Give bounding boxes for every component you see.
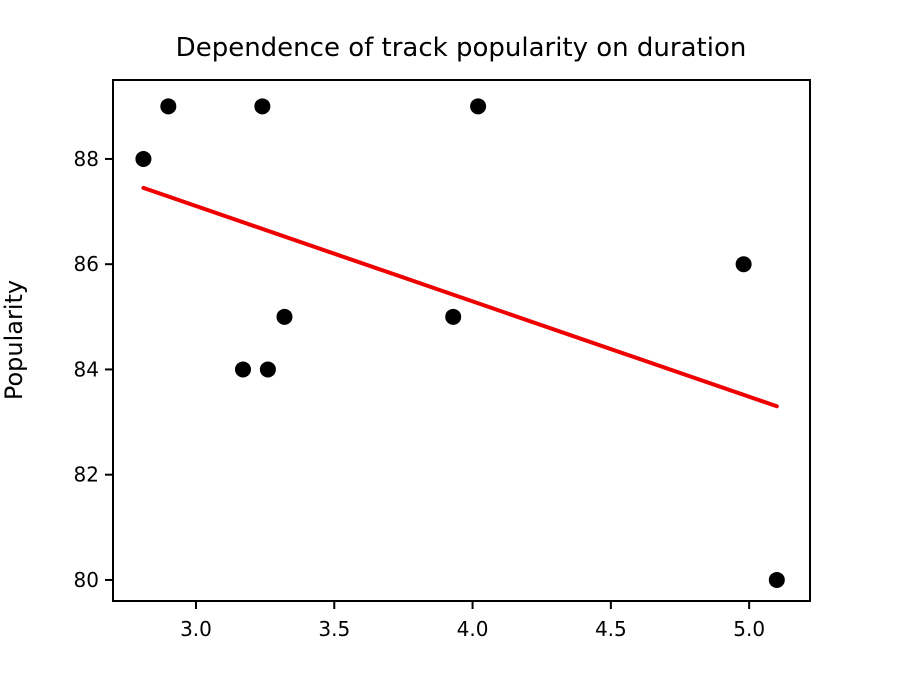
x-tick-label: 4.5 (595, 617, 627, 641)
y-tick-label: 86 (74, 252, 99, 276)
y-axis-label: Popularity (0, 280, 28, 400)
data-point-9 (768, 571, 785, 588)
data-point-3 (254, 98, 271, 115)
y-tick-label: 88 (74, 147, 99, 171)
data-point-7 (470, 98, 487, 115)
data-point-1 (160, 98, 177, 115)
data-point-0 (135, 150, 152, 167)
y-tick-label: 84 (74, 357, 99, 381)
x-tick-label: 3.5 (318, 617, 350, 641)
trendline-layer (141, 185, 779, 409)
regression-trendline (141, 185, 779, 409)
x-tick-label: 3.0 (180, 617, 212, 641)
data-point-5 (276, 308, 293, 325)
plot-frame (112, 79, 811, 602)
x-tick-label: 5.0 (733, 617, 765, 641)
data-point-2 (234, 361, 251, 378)
data-point-8 (735, 256, 752, 273)
data-point-4 (259, 361, 276, 378)
data-point-layer (135, 98, 785, 588)
data-point-6 (445, 308, 462, 325)
chart-title: Dependence of track popularity on durati… (176, 33, 747, 63)
y-tick-label: 82 (74, 463, 99, 487)
tick-layer: 3.0 3.5 4.0 4.5 5.0 80 82 84 86 88 (74, 147, 766, 641)
y-tick-label: 80 (74, 568, 99, 592)
x-tick-label: 4.0 (457, 617, 489, 641)
